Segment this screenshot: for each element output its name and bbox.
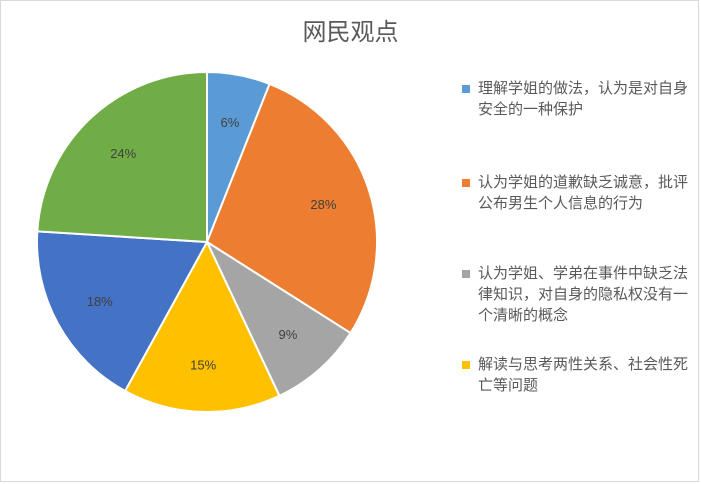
chart-title: 网民观点 (302, 18, 399, 46)
data-label-4: 15% (190, 357, 216, 372)
legend-item-1: 理解学姐的做法，认为是对自身安全的一种保护 (462, 78, 692, 120)
legend-swatch-1 (462, 85, 470, 93)
data-label-2: 28% (310, 197, 336, 212)
pie-slice-2 (205, 82, 378, 335)
pie-slice-6 (36, 70, 208, 244)
data-label-3: 9% (279, 327, 298, 342)
legend-item-3: 认为学姐、学弟在事件中缺乏法律知识，对自身的隐私权没有一个清晰的概念 (462, 263, 692, 326)
legend-label-2: 认为学姐的道歉缺乏诚意，批评公布男生个人信息的行为 (478, 173, 689, 212)
pie-slice-3 (204, 239, 352, 398)
legend-label-4: 解读与思考两性关系、社会性死亡等问题 (478, 355, 689, 394)
data-label-5: 18% (87, 294, 113, 309)
data-label-1: 6% (221, 115, 240, 130)
legend-label-3: 认为学姐、学弟在事件中缺乏法律知识，对自身的隐私权没有一个清晰的概念 (478, 264, 689, 324)
pie-slice-4 (123, 239, 281, 413)
legend-swatch-2 (462, 179, 470, 187)
legend-label-1: 理解学姐的做法，认为是对自身安全的一种保护 (478, 79, 689, 118)
legend-swatch-3 (462, 270, 470, 278)
data-label-6: 24% (110, 146, 136, 161)
legend-item-4: 解读与思考两性关系、社会性死亡等问题 (462, 354, 692, 396)
pie-slice-5 (36, 230, 209, 393)
legend-item-2: 认为学姐的道歉缺乏诚意，批评公布男生个人信息的行为 (462, 172, 692, 214)
legend-swatch-4 (462, 361, 470, 369)
